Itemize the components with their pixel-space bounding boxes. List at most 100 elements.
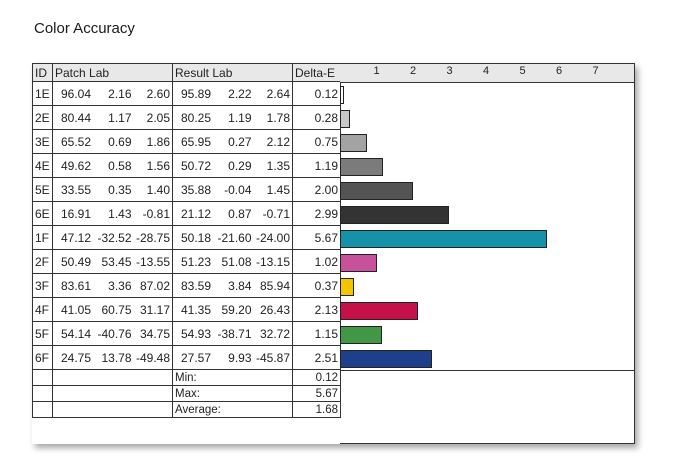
result-lab-cell: 51.23 51.08 -13.15 (172, 249, 293, 274)
result-lab-value: 95.89 (180, 86, 211, 101)
result-lab-value: -45.87 (255, 350, 290, 365)
delta-e-bar-6e (340, 205, 450, 224)
patch-lab-value: -49.48 (135, 350, 170, 365)
summary-row: Min: 0.12 (32, 369, 341, 386)
patch-lab-value: 83.61 (60, 278, 91, 293)
patch-lab-value: 24.75 (60, 350, 91, 365)
patch-lab-cell: 65.52 0.69 1.86 (52, 129, 173, 154)
row-id: 1E (32, 81, 53, 106)
patch-lab-cell: 41.05 60.75 31.17 (52, 297, 173, 322)
patch-lab-cell: 24.75 13.78 -49.48 (52, 345, 173, 370)
patch-lab-value: 0.35 (108, 182, 132, 197)
patch-lab-value: 1.17 (108, 110, 132, 125)
result-lab-value: 50.72 (180, 158, 211, 173)
result-lab-value: 27.57 (180, 350, 211, 365)
page-title: Color Accuracy (34, 20, 135, 37)
header-delta-e: Delta-E (292, 63, 341, 82)
patch-lab-value: 2.60 (146, 86, 170, 101)
x-axis: 1 2 3 4 5 6 7 (340, 64, 634, 83)
patch-lab-value: 1.40 (146, 182, 170, 197)
x-tick-label: 5 (519, 65, 526, 77)
result-lab-value: -38.71 (217, 326, 252, 341)
delta-e-bar-3f (340, 277, 354, 296)
patch-lab-value: 1.43 (108, 206, 132, 221)
header-id: ID (32, 63, 53, 82)
result-lab-value: 51.23 (180, 254, 211, 269)
patch-lab-cell: 47.12 -32.52 -28.75 (52, 225, 173, 250)
x-tick-label: 3 (446, 65, 453, 77)
summary-row: Average: 1.68 (32, 401, 341, 418)
result-lab-value: -0.04 (224, 182, 252, 197)
patch-lab-value: 1.56 (146, 158, 170, 173)
color-accuracy-panel: ID Patch Lab Result Lab Delta-E 1E 96.04 2… (32, 63, 635, 444)
delta-e-cell: 0.75 (292, 129, 341, 154)
delta-e-cell: 2.00 (292, 177, 341, 202)
result-lab-cell: 95.89 2.22 2.64 (172, 81, 293, 106)
patch-lab-value: 2.05 (146, 110, 170, 125)
result-lab-cell: 54.93 -38.71 32.72 (172, 321, 293, 346)
patch-lab-value: 31.17 (139, 302, 170, 317)
summary-label: Max: (172, 385, 293, 402)
patch-lab-value: 0.58 (108, 158, 132, 173)
result-lab-value: 26.43 (259, 302, 290, 317)
delta-e-cell: 0.12 (292, 81, 341, 106)
header-result-lab: Result Lab (172, 63, 293, 82)
result-lab-value: 0.29 (228, 158, 252, 173)
header-patch-lab: Patch Lab (52, 63, 173, 82)
patch-lab-value: 13.78 (101, 350, 132, 365)
x-tick-label: 4 (482, 65, 490, 77)
patch-lab-value: -0.81 (142, 206, 170, 221)
delta-e-bar-2f (340, 253, 378, 272)
delta-e-bar-1f (340, 229, 547, 248)
table-row: 2E 80.44 1.17 2.05 80.25 1.19 1.78 0.28 (32, 105, 341, 130)
patch-lab-value: 3.36 (108, 278, 132, 293)
table-row: 1E 96.04 2.16 2.60 95.89 2.22 2.64 0.12 (32, 81, 341, 106)
delta-e-bar-2e (340, 109, 351, 128)
delta-e-cell: 2.51 (292, 345, 341, 370)
table-row: 3F 83.61 3.36 87.02 83.59 3.84 85.94 0.37 (32, 273, 341, 298)
patch-lab-cell: 80.44 1.17 2.05 (52, 105, 173, 130)
delta-e-bar-6f (340, 349, 432, 368)
summary-blank (52, 401, 173, 418)
summary-separator (340, 369, 634, 371)
patch-lab-value: 96.04 (60, 86, 91, 101)
patch-lab-cell: 16.91 1.43 -0.81 (52, 201, 173, 226)
row-id: 1F (32, 225, 53, 250)
result-lab-value: 35.88 (180, 182, 211, 197)
result-lab-value: 80.25 (180, 110, 211, 125)
result-lab-value: -21.60 (217, 230, 252, 245)
table-row: 2F 50.49 53.45 -13.55 51.23 51.08 -13.15 1.02 (32, 249, 341, 274)
table-row: 4F 41.05 60.75 31.17 41.35 59.20 26.43 2.13 (32, 297, 341, 322)
color-accuracy-table: ID Patch Lab Result Lab Delta-E 1E 96.04 2… (32, 63, 341, 418)
table-row: 6F 24.75 13.78 -49.48 27.57 9.93 -45.87 2.51 (32, 345, 341, 370)
row-id: 6F (32, 345, 53, 370)
patch-lab-value: 54.14 (60, 326, 91, 341)
result-lab-cell: 41.35 59.20 26.43 (172, 297, 293, 322)
result-lab-value: 1.45 (266, 182, 290, 197)
summary-label: Average: (172, 401, 293, 418)
patch-lab-value: 87.02 (139, 278, 170, 293)
patch-lab-value: 60.75 (101, 302, 132, 317)
patch-lab-value: 2.16 (108, 86, 132, 101)
x-tick-label: 6 (555, 65, 563, 77)
patch-lab-cell: 33.55 0.35 1.40 (52, 177, 173, 202)
result-lab-value: 0.87 (228, 206, 252, 221)
patch-lab-cell: 96.04 2.16 2.60 (52, 81, 173, 106)
result-lab-value: 2.64 (266, 86, 290, 101)
delta-e-cell: 0.37 (292, 273, 341, 298)
result-lab-value: 1.78 (266, 110, 290, 125)
result-lab-cell: 80.25 1.19 1.78 (172, 105, 293, 130)
delta-e-bar-1e (340, 85, 345, 104)
table-row: 6E 16.91 1.43 -0.81 21.12 0.87 -0.71 2.99 (32, 201, 341, 226)
patch-lab-cell: 54.14 -40.76 34.75 (52, 321, 173, 346)
patch-lab-value: 1.86 (146, 134, 170, 149)
result-lab-cell: 50.18 -21.60 -24.00 (172, 225, 293, 250)
patch-lab-value: 0.69 (108, 134, 132, 149)
patch-lab-value: 80.44 (60, 110, 91, 125)
row-id: 5F (32, 321, 53, 346)
patch-lab-value: 41.05 (60, 302, 91, 317)
result-lab-value: -24.00 (255, 230, 290, 245)
delta-e-cell: 1.19 (292, 153, 341, 178)
patch-lab-value: 49.62 (60, 158, 91, 173)
result-lab-value: 2.12 (266, 134, 290, 149)
